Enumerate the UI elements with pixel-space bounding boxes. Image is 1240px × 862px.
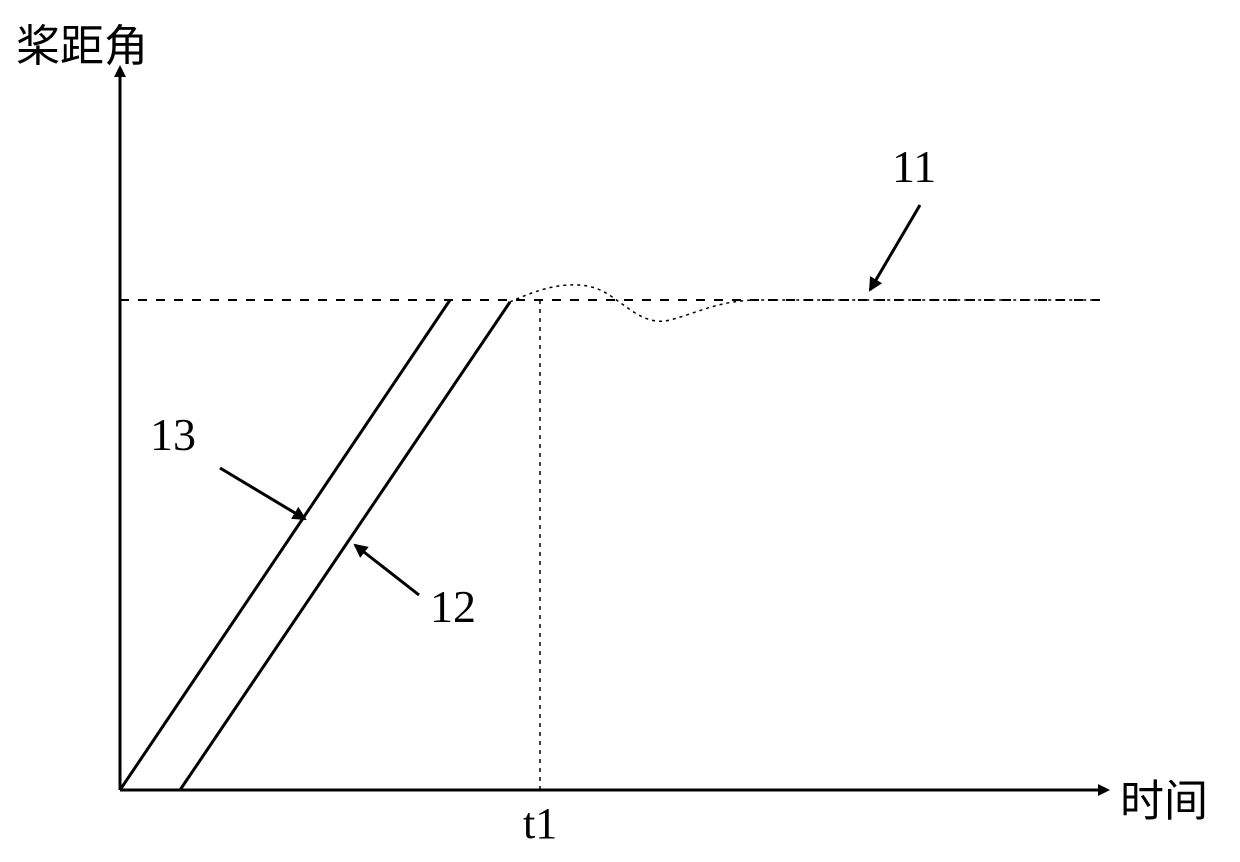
curve-12-ramp — [180, 302, 510, 790]
curve-13 — [120, 300, 450, 790]
callout-arrow-12 — [355, 545, 419, 595]
callout-label-12: 12 — [430, 580, 476, 633]
callout-label-13: 13 — [150, 408, 196, 461]
t1-tick-label: t1 — [523, 798, 557, 849]
x-axis-label: 时间 — [1120, 765, 1208, 829]
callout-arrow-13 — [220, 468, 305, 519]
pitch-angle-chart: 桨距角 时间 t1 11 13 12 — [0, 0, 1240, 857]
callout-label-11: 11 — [892, 140, 936, 193]
curve-12-settle — [510, 285, 1100, 321]
callout-arrow-11 — [870, 205, 920, 290]
y-axis-label: 桨距角 — [16, 10, 148, 74]
